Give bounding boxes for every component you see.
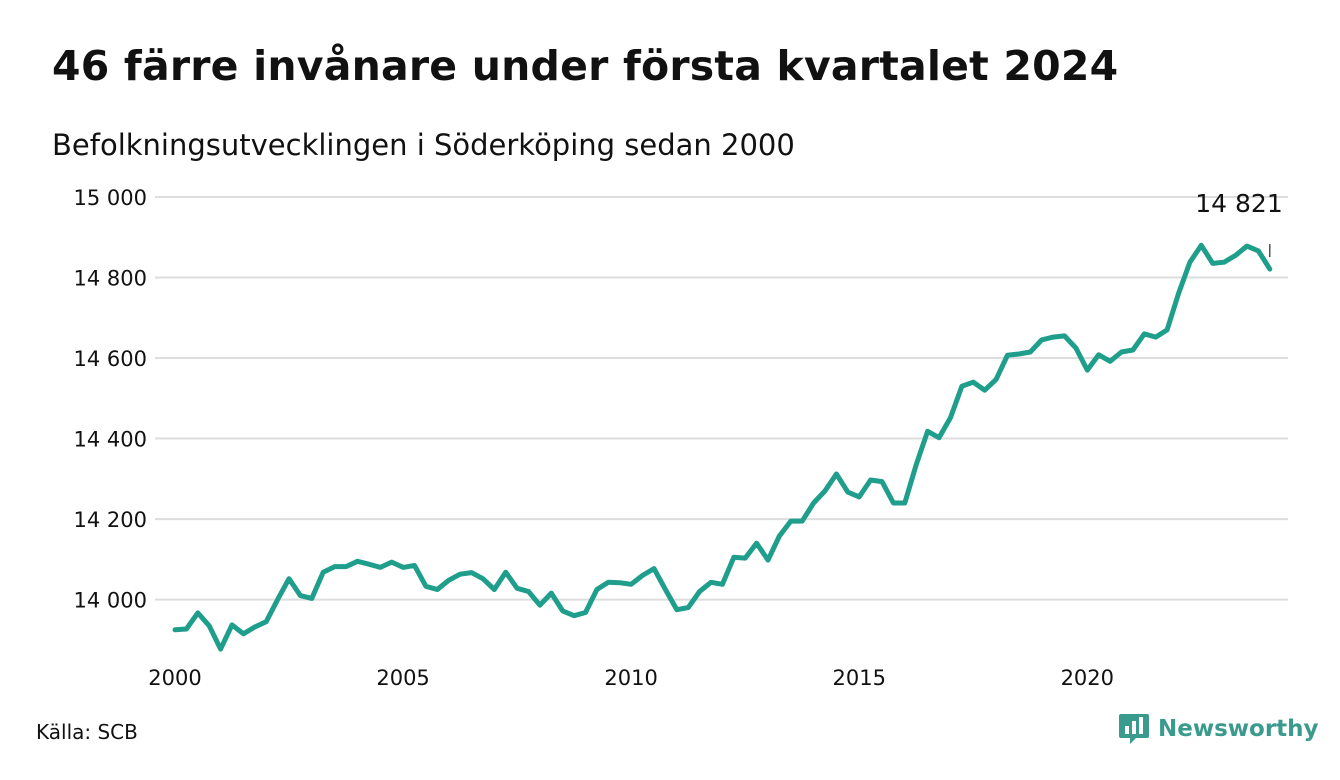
brand-name: Newsworthy — [1158, 716, 1319, 742]
y-tick-label: 15 000 — [74, 186, 147, 210]
y-tick-label: 14 200 — [74, 508, 147, 532]
chart-subtitle: Befolkningsutvecklingen i Söderköping se… — [52, 128, 795, 162]
y-tick-label: 14 600 — [74, 347, 147, 371]
x-tick-label: 2015 — [832, 666, 885, 690]
x-tick-label: 2020 — [1061, 666, 1114, 690]
y-axis: 14 000 14 200 14 400 14 600 14 800 15 000 — [74, 186, 147, 613]
y-tick-label: 14 800 — [74, 267, 147, 291]
y-tick-label: 14 400 — [74, 428, 147, 452]
series-layer — [172, 242, 1273, 652]
series-line — [172, 242, 1273, 652]
last-value-label: 14 821 — [1195, 189, 1282, 218]
grid-lines — [155, 196, 1288, 601]
x-tick-label: 2010 — [604, 666, 657, 690]
brand-logo: Newsworthy — [1118, 712, 1319, 746]
chart-speech-bubble-icon — [1119, 714, 1149, 744]
x-tick-label: 2005 — [376, 666, 429, 690]
y-tick-label: 14 000 — [74, 589, 147, 613]
annotation-layer: 14 821 — [1195, 189, 1283, 258]
chart-title: 46 färre invånare under första kvartalet… — [52, 42, 1119, 90]
x-axis: 2000 2005 2010 2015 2020 — [148, 666, 1114, 690]
source-note: Källa: SCB — [36, 720, 138, 744]
x-tick-label: 2000 — [148, 666, 201, 690]
